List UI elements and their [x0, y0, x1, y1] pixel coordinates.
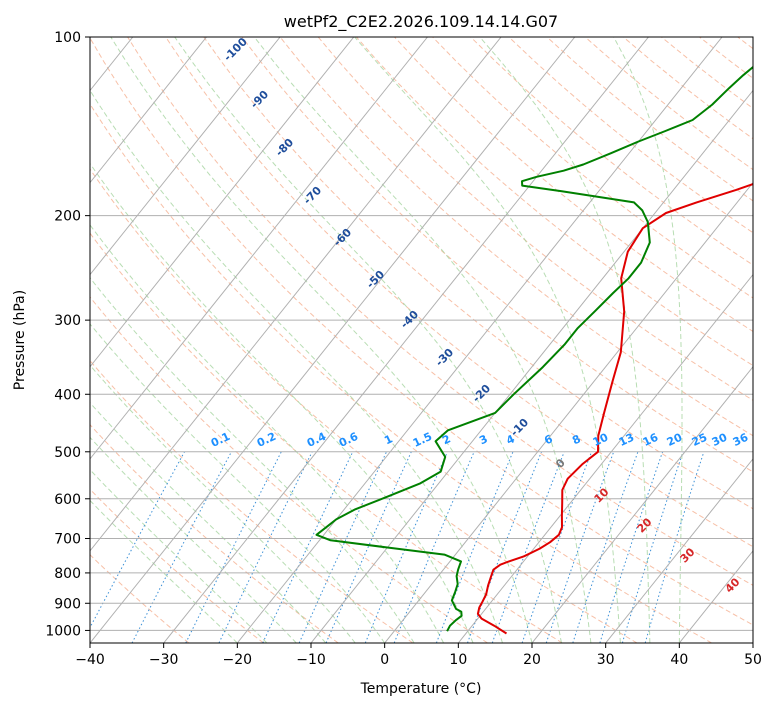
y-tick-label: 400	[54, 387, 81, 403]
x-axis: −40 −30 −20 −10 0 10 20 30 40 50	[75, 643, 762, 668]
isotherm-line	[457, 273, 753, 643]
y-tick-label: 100	[54, 30, 81, 46]
x-tick-label: −10	[296, 652, 326, 668]
moist-adiabat-line	[354, 37, 621, 643]
isotherm-line	[90, 37, 576, 643]
mixing-ratio-label: 20	[665, 431, 685, 449]
dry-adiabat-line	[241, 37, 753, 473]
isotherm-line	[163, 37, 649, 643]
mixing-ratio-label: 13	[617, 431, 636, 449]
dry-adiabat-line	[90, 103, 712, 643]
isotherm-line	[752, 642, 753, 643]
isotherm-line	[531, 365, 753, 643]
mixing-ratio-label: 25	[690, 431, 709, 449]
x-axis-label: Temperature (°C)	[360, 681, 482, 697]
dry-adiabat-line	[203, 37, 753, 510]
y-tick-label: 200	[54, 209, 81, 225]
x-tick-label: 0	[380, 652, 389, 668]
moist-adiabat-line	[90, 468, 268, 643]
dry-adiabat-line	[90, 168, 638, 643]
moist-adiabat-line	[90, 436, 297, 643]
moist-adiabat-line	[90, 162, 474, 643]
moist-adiabat-line	[613, 37, 683, 643]
y-tick-label: 900	[54, 596, 81, 612]
dry-adiabat-line	[165, 37, 753, 548]
mixing-ratio-line	[572, 451, 639, 643]
x-tick-label: 20	[523, 652, 541, 668]
mixing-ratio-label: 16	[641, 431, 661, 449]
dry-adiabat-line	[90, 296, 488, 643]
series-group	[315, 65, 753, 635]
x-tick-label: −30	[149, 652, 179, 668]
x-tick-label: 40	[670, 652, 688, 668]
y-tick-label: 600	[54, 492, 81, 508]
moist-adiabat-line	[174, 37, 562, 643]
plot-background	[90, 37, 753, 643]
mixing-ratio-line	[491, 451, 565, 643]
plot-frame	[89, 36, 754, 644]
mixing-ratio-line	[599, 451, 664, 643]
moist-adiabat-line	[90, 276, 415, 643]
mixing-ratio-line	[90, 451, 185, 629]
dry-adiabat-line	[90, 488, 264, 643]
isotherm-line	[90, 37, 281, 276]
grid	[0, 37, 753, 643]
x-tick-label: −20	[223, 652, 253, 668]
moist-adiabat-line	[479, 37, 651, 643]
background-lines	[90, 37, 753, 643]
isotherm-line	[90, 37, 428, 460]
dewpoint-profile-line	[315, 65, 753, 632]
temperature-profile-line	[476, 183, 753, 635]
dry-adiabat-line	[432, 37, 753, 299]
isotherm-line	[310, 89, 753, 643]
y-axis: 100 200 300 400 500 600 700 800 900 1000	[45, 30, 90, 639]
dry-adiabat-line	[90, 423, 339, 643]
mixing-ratio-line	[218, 451, 313, 643]
isotherm-line	[605, 458, 753, 643]
mixing-ratio-line	[364, 451, 448, 643]
moist-adiabat-line	[110, 37, 533, 643]
mixing-ratio-line	[644, 451, 705, 643]
moist-adiabat-line	[90, 323, 386, 643]
isotherm-line	[90, 37, 355, 368]
dry-adiabat-line	[356, 37, 753, 367]
mixing-ratio-line	[467, 451, 542, 643]
mixing-ratio-line	[521, 451, 593, 643]
isotherm-line	[90, 37, 502, 552]
x-tick-label: 10	[449, 652, 467, 668]
y-axis-label: Pressure (hPa)	[12, 290, 28, 390]
mixing-ratio-line	[435, 451, 514, 643]
mixing-ratio-line	[621, 451, 684, 643]
chart-title: wetPf2_C2E2.2026.109.14.14.G07	[284, 12, 558, 32]
moist-adiabat-line	[253, 37, 592, 643]
y-tick-label: 800	[54, 566, 81, 582]
mixing-ratio-line	[545, 451, 615, 643]
mixing-ratio-label: 30	[710, 431, 730, 449]
dry-adiabat-line	[279, 37, 753, 437]
moist-adiabat-line	[90, 89, 503, 643]
isotherm-line	[236, 37, 723, 643]
isotherm-line	[384, 181, 753, 643]
x-tick-label: −40	[75, 652, 105, 668]
isotherm-line	[0, 37, 59, 643]
x-tick-label: 30	[597, 652, 615, 668]
y-tick-label: 500	[54, 445, 81, 461]
dry-adiabat-line	[90, 37, 753, 626]
x-tick-label: 50	[744, 652, 762, 668]
mixing-ratio-line	[325, 451, 412, 643]
mixing-ratio-label: 36	[731, 431, 751, 449]
moist-adiabat-line	[90, 224, 445, 643]
isotherm-line	[90, 37, 207, 184]
y-tick-label: 700	[54, 532, 81, 548]
y-tick-label: 300	[54, 313, 81, 329]
mixing-ratio-label: 10	[591, 431, 611, 449]
mixing-ratio-line	[185, 451, 282, 643]
mixing-ratio-line	[131, 451, 232, 643]
dry-adiabat-line	[90, 554, 190, 643]
y-tick-label: 1000	[45, 623, 81, 639]
